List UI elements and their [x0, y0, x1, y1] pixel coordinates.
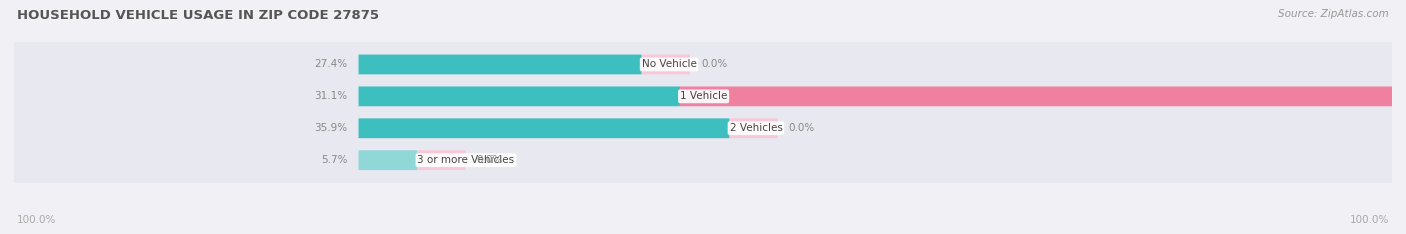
FancyBboxPatch shape — [11, 68, 1395, 125]
Text: 0.0%: 0.0% — [702, 59, 727, 69]
Text: 3 or more Vehicles: 3 or more Vehicles — [418, 155, 515, 165]
FancyBboxPatch shape — [11, 132, 1395, 189]
Text: 100.0%: 100.0% — [17, 215, 56, 225]
FancyBboxPatch shape — [641, 55, 690, 74]
Text: No Vehicle: No Vehicle — [641, 59, 696, 69]
FancyBboxPatch shape — [11, 100, 1395, 157]
FancyBboxPatch shape — [359, 55, 641, 74]
Text: 27.4%: 27.4% — [315, 59, 347, 69]
FancyBboxPatch shape — [359, 150, 418, 170]
Text: 35.9%: 35.9% — [315, 123, 347, 133]
FancyBboxPatch shape — [359, 87, 681, 106]
Text: 5.7%: 5.7% — [321, 155, 347, 165]
Text: 2 Vehicles: 2 Vehicles — [730, 123, 782, 133]
FancyBboxPatch shape — [681, 87, 1406, 106]
FancyBboxPatch shape — [730, 118, 778, 138]
Text: 100.0%: 100.0% — [1350, 215, 1389, 225]
FancyBboxPatch shape — [418, 150, 465, 170]
FancyBboxPatch shape — [359, 118, 730, 138]
FancyBboxPatch shape — [11, 36, 1395, 93]
Text: 1 Vehicle: 1 Vehicle — [681, 91, 727, 101]
Text: 0.0%: 0.0% — [789, 123, 815, 133]
Text: HOUSEHOLD VEHICLE USAGE IN ZIP CODE 27875: HOUSEHOLD VEHICLE USAGE IN ZIP CODE 2787… — [17, 9, 378, 22]
Text: Source: ZipAtlas.com: Source: ZipAtlas.com — [1278, 9, 1389, 19]
Text: 31.1%: 31.1% — [315, 91, 347, 101]
Text: 0.0%: 0.0% — [477, 155, 503, 165]
